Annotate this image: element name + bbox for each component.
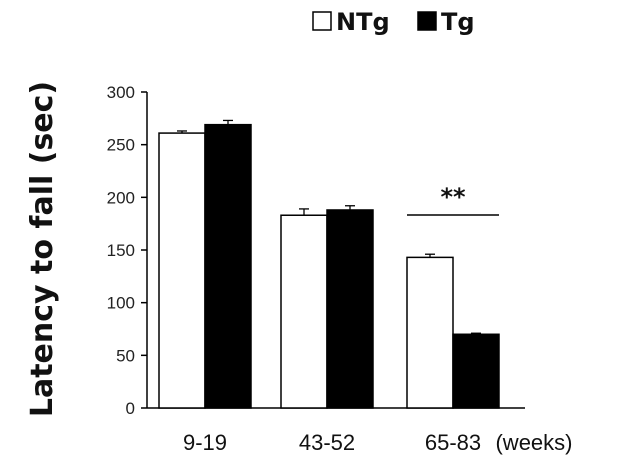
- bar-ntg-9-19: [158, 132, 206, 409]
- y-tick-label: 250: [107, 136, 135, 155]
- legend-swatch-ntg: [312, 11, 332, 31]
- legend-label-tg: Tg: [441, 8, 475, 36]
- y-axis-label: Latency to fall (sec): [25, 81, 60, 417]
- y-tick-label: 100: [107, 294, 135, 313]
- significance-marker: **: [440, 183, 466, 211]
- legend-label-ntg: NTg: [336, 8, 390, 36]
- y-tick-label: 50: [116, 346, 135, 365]
- legend-swatch-tg: [417, 11, 437, 31]
- bar-ntg-65-83: [406, 256, 454, 409]
- y-tick-label: 0: [126, 399, 135, 418]
- x-axis-unit: (weeks): [495, 430, 572, 455]
- y-tick-label: 150: [107, 241, 135, 260]
- y-tick-label: 300: [107, 83, 135, 102]
- bar-tg-9-19: [204, 123, 252, 409]
- legend: NTg Tg: [312, 8, 475, 36]
- significance-annotations: **: [407, 183, 499, 216]
- bar-tg-65-83: [452, 333, 500, 409]
- bar-ntg-43-52: [280, 214, 328, 409]
- y-tick-label: 200: [107, 188, 135, 207]
- x-tick-label: 65-83: [425, 430, 481, 455]
- bars: [158, 119, 500, 409]
- x-tick-label: 9-19: [183, 430, 227, 455]
- bar-tg-43-52: [326, 209, 374, 409]
- x-tick-label: 43-52: [299, 430, 355, 455]
- y-ticks: 0 50 100 150 200 250 300: [107, 83, 147, 418]
- x-ticks: 9-19 43-52 65-83: [183, 430, 481, 455]
